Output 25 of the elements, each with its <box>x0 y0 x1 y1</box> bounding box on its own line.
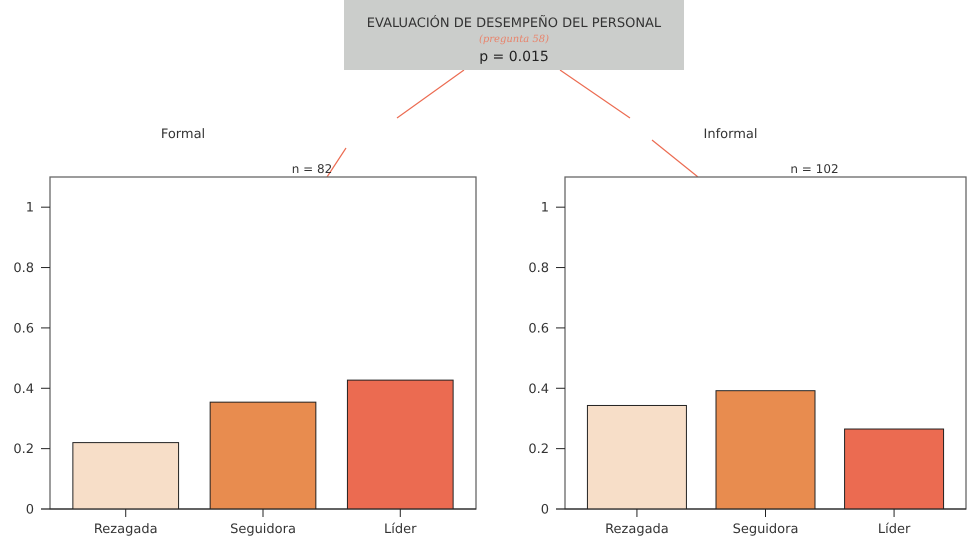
y-tick-label: 0.4 <box>528 382 549 397</box>
x-tick-label: Líder <box>384 522 418 537</box>
x-tick-label: Seguidora <box>732 522 798 537</box>
chart-title: Informal <box>704 127 758 142</box>
chart-subtitle: n = 102 <box>790 162 839 176</box>
y-tick-label: 0.2 <box>528 442 549 458</box>
x-tick-label: Líder <box>878 522 911 537</box>
y-tick-label: 1 <box>26 200 34 216</box>
y-tick-label: 0 <box>26 502 34 518</box>
y-tick-label: 0.8 <box>13 261 34 276</box>
text: p = 0.015 <box>479 49 549 65</box>
y-tick-label: 0.6 <box>13 321 34 336</box>
x-tick-label: Rezagada <box>605 522 669 537</box>
chart-title: Formal <box>160 127 206 142</box>
y-tick-label: 0 <box>540 502 549 518</box>
y-tick-label: 0.6 <box>528 321 549 336</box>
y-tick-label: 0.8 <box>528 261 549 276</box>
y-tick-label: 0.2 <box>13 442 34 458</box>
text: EVALUACIÓN DE DESEMPEÑO DEL PERSONAL <box>366 14 662 31</box>
x-tick-label: Rezagada <box>94 522 158 537</box>
chart-subtitle: n = 82 <box>292 162 332 176</box>
x-tick-label: Seguidora <box>230 522 296 537</box>
text: (pregunta 58) <box>478 34 550 45</box>
y-tick-label: 1 <box>540 200 549 216</box>
y-tick-label: 0.4 <box>13 382 34 397</box>
